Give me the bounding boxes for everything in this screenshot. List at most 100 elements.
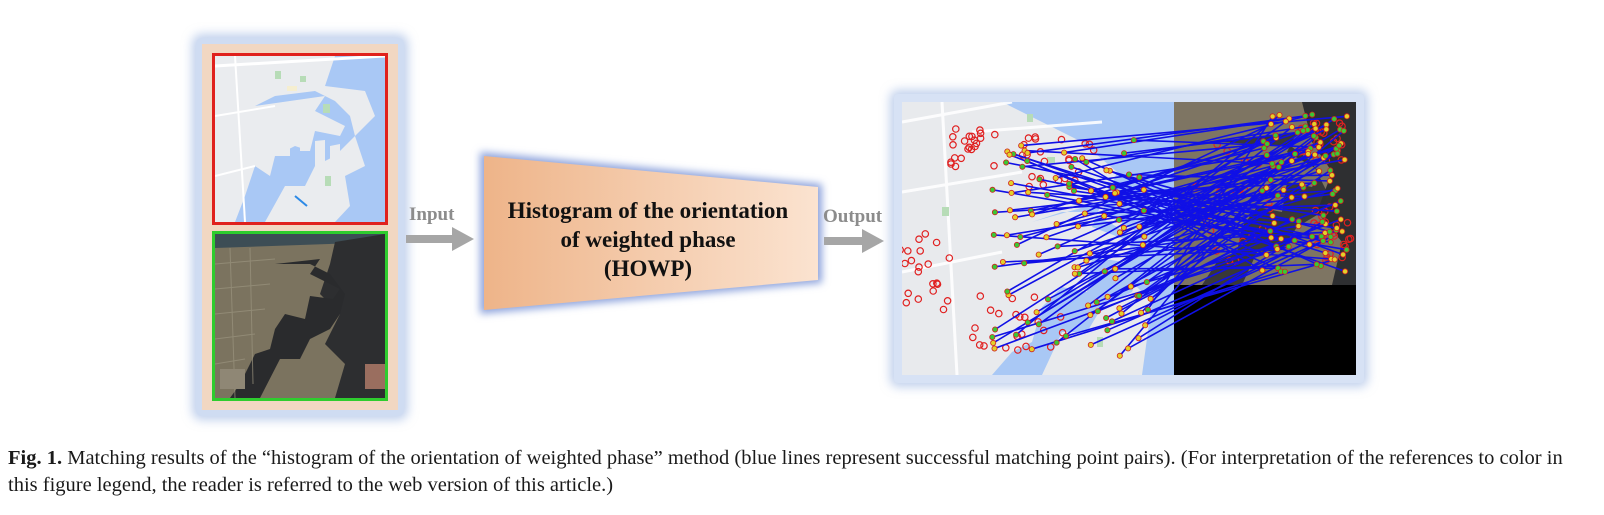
matched-point: [1115, 216, 1122, 223]
matched-point: [1327, 167, 1334, 174]
matched-point: [1093, 299, 1100, 306]
keypoint-circle: [939, 305, 948, 314]
matched-point: [1035, 321, 1042, 328]
matched-point: [1274, 246, 1281, 253]
matched-point: [1024, 319, 1031, 326]
matched-point: [1138, 309, 1145, 316]
keypoint-circle: [965, 132, 974, 141]
matched-point: [1029, 211, 1036, 218]
matched-point: [1288, 157, 1295, 164]
keypoint-circle: [1008, 294, 1017, 303]
matched-point: [1142, 322, 1149, 329]
matched-point: [1021, 260, 1028, 267]
keypoint-circle: [1030, 293, 1039, 302]
matched-point: [1053, 221, 1060, 228]
matched-point: [1288, 194, 1295, 201]
keypoint-circle: [902, 298, 911, 307]
matched-point: [1263, 251, 1270, 258]
matched-point: [1334, 185, 1341, 192]
matched-point: [1291, 150, 1298, 157]
method-title-line-1: Histogram of the orientation: [507, 198, 789, 223]
matched-point: [1112, 265, 1119, 272]
matched-point: [1275, 164, 1282, 171]
matched-point: [1289, 216, 1296, 223]
matched-point: [1340, 251, 1347, 258]
matched-point: [1263, 152, 1270, 159]
keypoint-circle: [1039, 326, 1048, 335]
matched-point: [1070, 187, 1077, 194]
matched-point: [1267, 228, 1274, 235]
matched-point: [991, 345, 998, 352]
keypoint-circle: [932, 238, 941, 247]
match-line: [1138, 169, 1331, 297]
keypoint-circle: [1031, 133, 1040, 141]
matched-point: [1013, 241, 1020, 248]
keypoint-circle: [976, 129, 985, 138]
keypoint-circle: [968, 132, 976, 141]
matched-point: [1319, 218, 1326, 225]
matched-point: [1102, 193, 1109, 200]
keypoint-circle: [1065, 156, 1073, 165]
matched-point: [1336, 142, 1343, 149]
matched-point: [1316, 168, 1323, 175]
matched-point: [1329, 191, 1336, 198]
caption-label: Fig. 1.: [8, 447, 63, 469]
method-title-line-3: (HOWP): [603, 256, 693, 281]
matched-point: [989, 334, 996, 341]
method-title-line-2: of weighted phase: [560, 227, 736, 252]
matched-point: [1143, 279, 1150, 286]
keypoint-circle: [990, 161, 998, 170]
figure-caption: Fig. 1. Matching results of the “histogr…: [8, 445, 1596, 499]
matched-point: [1320, 212, 1327, 219]
matched-point: [1025, 189, 1032, 196]
keypoint-circle: [914, 295, 923, 303]
match-line: [1014, 158, 1345, 219]
matched-point: [1081, 210, 1088, 217]
keypoint-circle: [964, 145, 972, 153]
keypoint-circle: [951, 125, 960, 133]
keypoint-circle: [991, 130, 999, 139]
matched-point: [1317, 139, 1324, 146]
matched-point: [1343, 246, 1350, 253]
matched-point: [1271, 220, 1278, 227]
match-line: [1022, 143, 1268, 168]
matched-point: [1127, 283, 1134, 290]
matched-point: [1104, 293, 1111, 300]
keypoint-circle: [915, 263, 923, 271]
match-line: [992, 153, 1309, 344]
method-title: Histogram of the orientation of weighted…: [483, 196, 813, 283]
matched-point: [1013, 331, 1020, 338]
matched-point: [1044, 296, 1051, 303]
matched-point: [1311, 180, 1318, 187]
matched-point: [1075, 197, 1082, 204]
keypoint-circle: [907, 256, 916, 265]
matched-point: [1121, 150, 1128, 157]
matched-point: [1086, 250, 1093, 257]
matched-point: [1322, 152, 1329, 159]
keypoint-circle: [929, 287, 938, 295]
keypoint-circle: [1021, 313, 1029, 322]
matched-point: [1079, 155, 1086, 162]
matched-point: [1259, 187, 1266, 194]
matched-point: [1136, 223, 1143, 230]
keypoint-circle: [1335, 119, 1344, 128]
keypoint-circle: [1028, 172, 1036, 181]
matched-point: [1043, 234, 1050, 241]
matched-point: [1291, 237, 1298, 244]
matched-point: [1012, 214, 1019, 221]
keypoint-circle: [904, 247, 912, 255]
matching-result-image: [902, 102, 1356, 375]
keypoint-circle: [1022, 342, 1030, 351]
match-line: [1104, 215, 1322, 238]
matched-point: [1334, 150, 1341, 157]
matched-point: [1008, 189, 1015, 196]
match-line: [1026, 160, 1286, 273]
match-line: [1105, 129, 1304, 198]
matched-point: [1103, 167, 1110, 174]
match-line: [1024, 235, 1313, 265]
match-line: [1144, 232, 1326, 327]
matched-point: [1028, 346, 1035, 353]
keypoint-circle: [924, 260, 933, 268]
matched-point: [992, 326, 999, 333]
matched-point: [1071, 270, 1078, 277]
